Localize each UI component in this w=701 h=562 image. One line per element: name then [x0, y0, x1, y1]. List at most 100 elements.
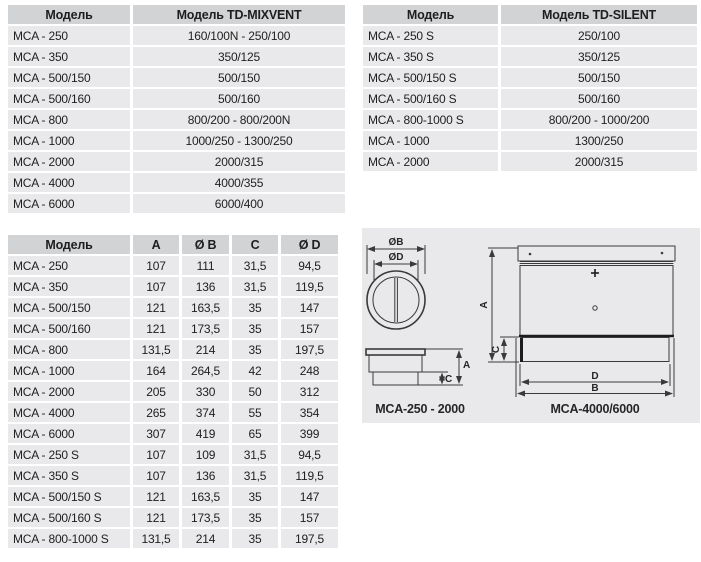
- table-cell: 248: [281, 361, 338, 380]
- table-cell: 1000/250 - 1300/250: [133, 131, 345, 150]
- table-cell: MCA - 1000: [8, 361, 130, 380]
- table-cell: MCA - 350 S: [8, 466, 130, 485]
- dim-label-b-bottom: B: [591, 383, 598, 394]
- table-cell: 107: [133, 466, 179, 485]
- header-cell: Ø D: [281, 235, 338, 254]
- table-cell: 131,5: [133, 529, 179, 548]
- table-cell: MCA - 500/150: [8, 298, 130, 317]
- table-cell: MCA - 800: [8, 110, 130, 129]
- table-cell: 250/100: [501, 26, 697, 45]
- table-cell: 35: [232, 529, 278, 548]
- table-cell: MCA - 250: [8, 256, 130, 275]
- table-cell: 31,5: [232, 466, 278, 485]
- table-cell: 312: [281, 382, 338, 401]
- table-cell: 35: [232, 508, 278, 527]
- header-cell: C: [232, 235, 278, 254]
- table-cell: 121: [133, 487, 179, 506]
- table-cell: 197,5: [281, 340, 338, 359]
- header-cell: Модель: [363, 5, 498, 24]
- table-cell: MCA - 800: [8, 340, 130, 359]
- table-cell: 2000/315: [133, 152, 345, 171]
- table-cell: 31,5: [232, 445, 278, 464]
- table-cell: 4000/355: [133, 173, 345, 192]
- table-cell: 419: [182, 424, 229, 443]
- table-cell: 265: [133, 403, 179, 422]
- table-cell: MCA - 500/160: [8, 89, 130, 108]
- table-cell: 157: [281, 319, 338, 338]
- dim-label-c-small: C: [445, 374, 452, 385]
- table-cell: 354: [281, 403, 338, 422]
- table-cell: 399: [281, 424, 338, 443]
- header-cell: Модель TD-MIXVENT: [133, 5, 345, 24]
- table-cell: MCA - 4000: [8, 403, 130, 422]
- table-cell: 55: [232, 403, 278, 422]
- dim-label-c-large: C: [491, 346, 502, 353]
- table-cell: MCA - 500/160 S: [8, 508, 130, 527]
- table-cell: 173,5: [182, 319, 229, 338]
- dimension-drawing: ØB ØD A: [365, 237, 676, 416]
- table-cell: 111: [182, 256, 229, 275]
- table-td-mixvent: Модель Модель TD-MIXVENT MCA - 250 160/100N…: [8, 5, 345, 213]
- table-cell: MCA - 6000: [8, 424, 130, 443]
- table-cell: 107: [133, 445, 179, 464]
- table-cell: 107: [133, 277, 179, 296]
- table-cell: MCA - 250 S: [363, 26, 498, 45]
- table-cell: 800/200 - 800/200N: [133, 110, 345, 129]
- table-cell: 2000/315: [501, 152, 697, 171]
- table-cell: 350/125: [501, 47, 697, 66]
- dim-label-a-small: A: [463, 360, 470, 371]
- header-cell: Модель TD-SILENT: [501, 5, 697, 24]
- dimension-diagram-panel: ØB ØD A: [362, 228, 700, 423]
- table-cell: 121: [133, 298, 179, 317]
- table-cell: 35: [232, 487, 278, 506]
- table-cell: 136: [182, 466, 229, 485]
- table-cell: MCA - 500/150: [8, 68, 130, 87]
- table-cell: 500/150: [501, 68, 697, 87]
- table-cell: MCA - 800-1000 S: [8, 529, 130, 548]
- table-cell: 800/200 - 1000/200: [501, 110, 697, 129]
- table-cell: 500/150: [133, 68, 345, 87]
- table-cell: 147: [281, 487, 338, 506]
- table-cell: MCA - 500/160 S: [363, 89, 498, 108]
- header-cell: Модель: [8, 5, 130, 24]
- table-cell: 31,5: [232, 256, 278, 275]
- table-cell: MCA - 350: [8, 277, 130, 296]
- header-cell: A: [133, 235, 179, 254]
- table-cell: 173,5: [182, 508, 229, 527]
- table-cell: 42: [232, 361, 278, 380]
- table-cell: 205: [133, 382, 179, 401]
- table-cell: 6000/400: [133, 194, 345, 213]
- table-cell: MCA - 1000: [8, 131, 130, 150]
- table-cell: 157: [281, 508, 338, 527]
- crosshair-marker: [591, 269, 599, 277]
- table-cell: MCA - 350: [8, 47, 130, 66]
- side-view-small-unit: A C: [365, 348, 470, 386]
- table-cell: MCA - 2000: [363, 152, 498, 171]
- table-cell: 121: [133, 319, 179, 338]
- table-cell: 35: [232, 319, 278, 338]
- table-cell: MCA - 1000: [363, 131, 498, 150]
- table-cell: 160/100N - 250/100: [133, 26, 345, 45]
- table-cell: 121: [133, 508, 179, 527]
- table-cell: MCA - 2000: [8, 382, 130, 401]
- hole-marker: [592, 305, 598, 311]
- table-cell: 350/125: [133, 47, 345, 66]
- table-cell: 214: [182, 529, 229, 548]
- table-td-silent: Модель Модель TD-SILENT MCA - 250 S 250/100…: [363, 5, 697, 171]
- table-cell: 500/160: [133, 89, 345, 108]
- table-cell: 94,5: [281, 256, 338, 275]
- table-cell: MCA - 350 S: [363, 47, 498, 66]
- table-cell: MCA - 2000: [8, 152, 130, 171]
- dim-label-diameter-d: ØD: [389, 252, 404, 263]
- table-cell: 65: [232, 424, 278, 443]
- table-cell: 264,5: [182, 361, 229, 380]
- table-cell: 307: [133, 424, 179, 443]
- header-cell: Ø B: [182, 235, 229, 254]
- table-cell: 163,5: [182, 298, 229, 317]
- front-view-circular-damper: ØB ØD: [366, 237, 426, 330]
- table-cell: 164: [133, 361, 179, 380]
- table-cell: 35: [232, 298, 278, 317]
- table-cell: 131,5: [133, 340, 179, 359]
